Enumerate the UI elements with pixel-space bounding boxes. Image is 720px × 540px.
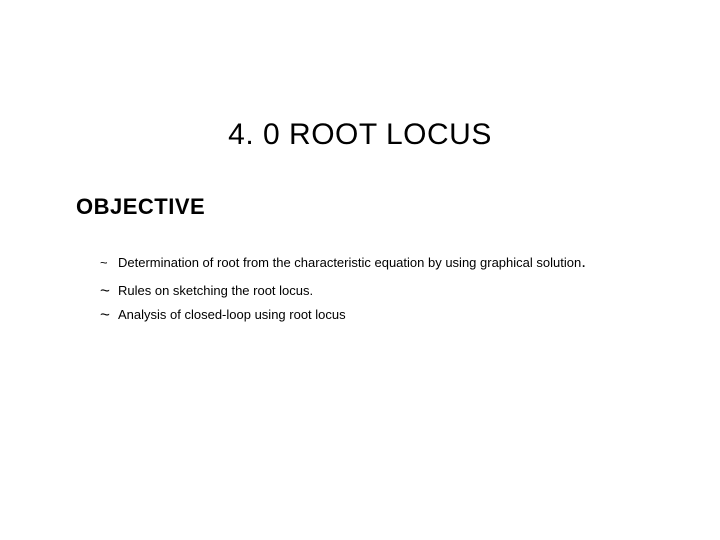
tilde-icon: ~ [100,282,118,301]
bullet-text: Analysis of closed-loop using root locus [118,306,660,324]
tilde-icon: ~ [100,306,118,325]
bullet-item: ~ Rules on sketching the root locus. [100,282,660,301]
bullet-text: Determination of root from the character… [118,254,660,272]
bullet-item: ~ Analysis of closed-loop using root loc… [100,306,660,325]
bullet-period: . [581,252,586,271]
bullet-item: ~ Determination of root from the charact… [100,254,660,272]
bullet-list: ~ Determination of root from the charact… [100,254,660,331]
slide-subtitle: OBJECTIVE [76,194,205,220]
bullet-text: Rules on sketching the root locus. [118,282,660,300]
bullet-text-main: Determination of root from the character… [118,255,581,270]
tilde-icon: ~ [100,254,118,272]
slide-title: 4. 0 ROOT LOCUS [0,118,720,152]
slide: 4. 0 ROOT LOCUS OBJECTIVE ~ Determinatio… [0,0,720,540]
